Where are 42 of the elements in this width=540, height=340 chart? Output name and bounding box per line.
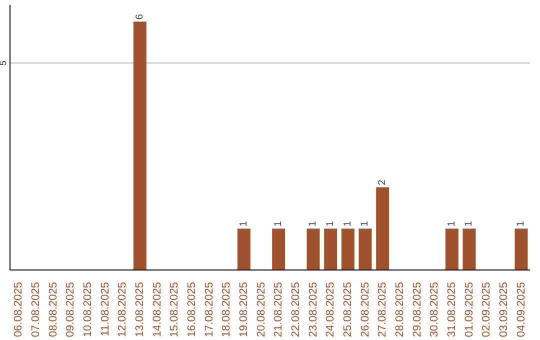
data-label: 1 [360,220,371,227]
x-tick-label: 27.08.2025 [376,282,389,338]
data-label: 6 [134,14,146,20]
data-label: 1 [342,220,354,227]
x-tick-label: 13.08.2025 [134,282,146,338]
data-label: 1 [238,220,250,227]
x-tick-label: 26.08.2025 [359,282,372,338]
x-tick-label: 12.08.2025 [116,282,129,338]
x-tick-label: 10.08.2025 [82,282,94,338]
x-tick-label: 16.08.2025 [186,282,198,338]
x-tick-label: 01.09.2025 [463,282,476,338]
x-tick-label: 30.08.2025 [428,282,441,338]
x-tick-label: 24.08.2025 [324,282,337,338]
data-label: 1 [516,220,527,227]
x-tick-label: 08.08.2025 [47,282,60,338]
x-tick-label: 15.08.2025 [168,282,181,338]
y-tick-label: 5 [0,60,8,66]
x-tick-label: 09.08.2025 [64,282,77,338]
x-tick-label: 31.08.2025 [446,282,458,338]
data-label: 1 [325,220,336,227]
x-tick-label: 21.08.2025 [272,282,285,338]
data-label: 2 [377,179,388,186]
x-tick-label: 14.08.2025 [151,282,164,338]
data-label: 1 [273,220,284,227]
x-tick-label: 19.08.2025 [238,282,250,338]
x-tick-label: 04.09.2025 [515,282,528,338]
x-tick-label: 22.08.2025 [290,282,302,338]
x-tick-label: 17.08.2025 [203,282,216,338]
x-tick-label: 06.08.2025 [12,282,25,338]
x-tick-label: 02.09.2025 [480,282,493,338]
data-label: 1 [446,220,458,227]
x-tick-label: 20.08.2025 [255,282,268,338]
x-tick-label: 07.08.2025 [30,282,42,338]
x-tick-label: 28.08.2025 [394,282,406,338]
data-label: 1 [464,220,475,227]
x-tick-label: 29.08.2025 [411,282,424,338]
data-label: 1 [308,220,319,227]
x-tick-label: 11.08.2025 [99,282,112,336]
x-tick-label: 23.08.2025 [307,282,320,338]
x-tick-label: 18.08.2025 [220,282,233,338]
x-tick-label: 03.09.2025 [498,282,510,338]
x-tick-label: 25.08.2025 [342,282,354,338]
